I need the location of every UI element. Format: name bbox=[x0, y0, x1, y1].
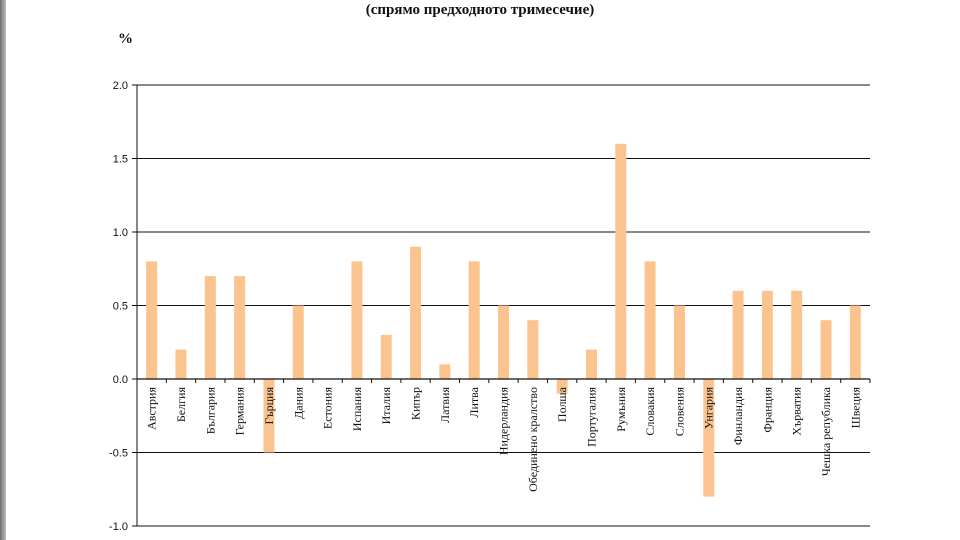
bar bbox=[410, 246, 422, 379]
y-tick-label: -0.5 bbox=[109, 448, 128, 460]
category-label: Белгия bbox=[174, 387, 188, 423]
y-tick-label: 1.5 bbox=[113, 154, 128, 166]
category-label: Гърция bbox=[262, 387, 276, 425]
category-label: Австрия bbox=[145, 387, 159, 430]
window-edge bbox=[0, 0, 6, 540]
category-label: Литва bbox=[467, 386, 481, 417]
y-tick-label: 0.5 bbox=[113, 301, 128, 313]
category-label: Швеция bbox=[848, 387, 862, 429]
y-tick-label: 2.0 bbox=[113, 80, 128, 92]
bar bbox=[468, 261, 480, 379]
category-labels: Австрия Белгия България Германия Гърция Дания… bbox=[145, 386, 863, 492]
bar bbox=[292, 305, 304, 379]
category-label: Нидерландия bbox=[497, 387, 511, 456]
bar bbox=[556, 379, 568, 394]
bar bbox=[644, 261, 656, 379]
bar bbox=[732, 290, 744, 379]
category-label: Кипър bbox=[409, 387, 423, 420]
category-label: Дания bbox=[291, 387, 305, 419]
category-label: Унгария bbox=[702, 387, 716, 430]
category-label: България bbox=[203, 387, 217, 435]
bar bbox=[820, 320, 832, 379]
y-tick-label: 0.0 bbox=[113, 374, 128, 386]
bar bbox=[234, 276, 246, 379]
category-label: Латвия bbox=[438, 387, 452, 423]
category-label: Румъния bbox=[614, 387, 628, 432]
bar bbox=[585, 349, 597, 379]
y-tick-label: -1.0 bbox=[109, 521, 128, 533]
y-tick-label: 1.0 bbox=[113, 227, 128, 239]
chart-subtitle: (спрямо предходното тримесечие) bbox=[365, 2, 595, 18]
category-label: Обединено кралство bbox=[526, 387, 540, 492]
category-label: Италия bbox=[379, 387, 393, 425]
bars bbox=[146, 143, 861, 497]
bar bbox=[615, 143, 627, 379]
y-axis-unit: % bbox=[118, 31, 133, 47]
bar bbox=[263, 379, 275, 453]
category-label: Финландия bbox=[731, 387, 745, 446]
bar bbox=[761, 290, 773, 379]
category-label: Словения bbox=[672, 387, 686, 437]
bar bbox=[146, 261, 158, 379]
axes bbox=[132, 84, 871, 527]
bar bbox=[849, 305, 861, 379]
category-label: Полша bbox=[555, 386, 569, 422]
category-label: Словакия bbox=[643, 387, 657, 436]
category-label: Испания bbox=[350, 387, 364, 432]
category-label: Германия bbox=[233, 387, 247, 436]
category-label: Франция bbox=[760, 387, 774, 433]
bar bbox=[673, 305, 685, 379]
bar bbox=[175, 349, 187, 379]
bar bbox=[703, 379, 715, 497]
y-tick-labels: 2.0 1.5 1.0 0.5 0.0 -0.5 -1.0 bbox=[109, 80, 128, 533]
bar bbox=[498, 305, 509, 379]
bar bbox=[351, 261, 363, 379]
category-label: Естония bbox=[321, 387, 335, 430]
category-label: Португалия bbox=[584, 387, 598, 447]
bar bbox=[380, 334, 392, 379]
bar bbox=[439, 364, 451, 379]
bar bbox=[527, 320, 539, 379]
category-label: Хърватия bbox=[790, 387, 804, 436]
bar bbox=[204, 276, 216, 379]
category-label: Чешка република bbox=[819, 386, 833, 476]
bar bbox=[791, 290, 803, 379]
